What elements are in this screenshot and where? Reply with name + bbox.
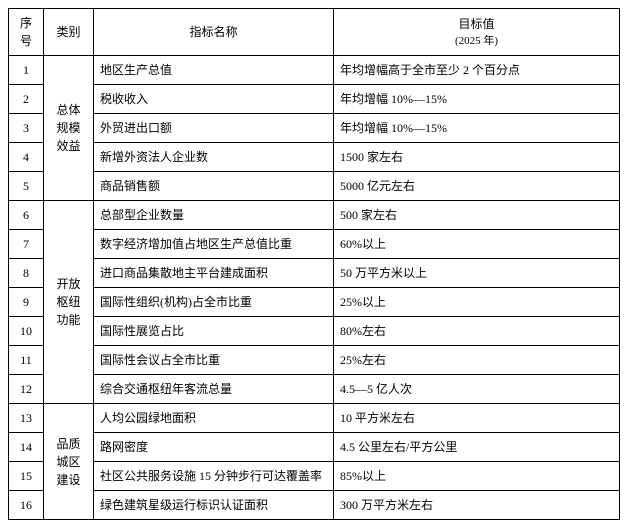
row-num: 6 bbox=[9, 201, 44, 230]
target-value: 300 万平方米左右 bbox=[334, 491, 620, 520]
row-num: 7 bbox=[9, 230, 44, 259]
header-num: 序号 bbox=[9, 9, 44, 56]
targets-table: 序号 类别 指标名称 目标值 (2025 年) 1总体规模效益地区生产总值年均增… bbox=[8, 8, 620, 520]
table-row: 12 综合交通枢纽年客流总量4.5—5 亿人次 bbox=[9, 375, 620, 404]
target-value: 500 家左右 bbox=[334, 201, 620, 230]
row-num: 3 bbox=[9, 114, 44, 143]
category-cell: 总体规模效益 bbox=[44, 56, 94, 201]
indicator-name: 社区公共服务设施 15 分钟步行可达覆盖率 bbox=[94, 462, 334, 491]
indicator-name: 人均公园绿地面积 bbox=[94, 404, 334, 433]
header-indicator: 指标名称 bbox=[94, 9, 334, 56]
target-value: 4.5—5 亿人次 bbox=[334, 375, 620, 404]
target-value: 5000 亿元左右 bbox=[334, 172, 620, 201]
indicator-name: 外贸进出口额 bbox=[94, 114, 334, 143]
indicator-name: 税收收入 bbox=[94, 85, 334, 114]
row-num: 16 bbox=[9, 491, 44, 520]
table-header-row: 序号 类别 指标名称 目标值 (2025 年) bbox=[9, 9, 620, 56]
row-num: 12 bbox=[9, 375, 44, 404]
row-num: 1 bbox=[9, 56, 44, 85]
row-num: 14 bbox=[9, 433, 44, 462]
indicator-name: 国际性展览占比 bbox=[94, 317, 334, 346]
row-num: 15 bbox=[9, 462, 44, 491]
row-num: 10 bbox=[9, 317, 44, 346]
table-row: 5 商品销售额5000 亿元左右 bbox=[9, 172, 620, 201]
target-value: 80%左右 bbox=[334, 317, 620, 346]
target-value: 85%以上 bbox=[334, 462, 620, 491]
table-row: 11 国际性会议占全市比重25%左右 bbox=[9, 346, 620, 375]
row-num: 9 bbox=[9, 288, 44, 317]
indicator-name: 路网密度 bbox=[94, 433, 334, 462]
indicator-name: 综合交通枢纽年客流总量 bbox=[94, 375, 334, 404]
indicator-name: 商品销售额 bbox=[94, 172, 334, 201]
table-row: 15 社区公共服务设施 15 分钟步行可达覆盖率85%以上 bbox=[9, 462, 620, 491]
table-row: 9 国际性组织(机构)占全市比重25%以上 bbox=[9, 288, 620, 317]
target-value: 1500 家左右 bbox=[334, 143, 620, 172]
indicator-name: 进口商品集散地主平台建成面积 bbox=[94, 259, 334, 288]
table-row: 10 国际性展览占比80%左右 bbox=[9, 317, 620, 346]
row-num: 8 bbox=[9, 259, 44, 288]
table-row: 4 新增外资法人企业数1500 家左右 bbox=[9, 143, 620, 172]
target-value: 年均增幅高于全市至少 2 个百分点 bbox=[334, 56, 620, 85]
row-num: 13 bbox=[9, 404, 44, 433]
target-value: 年均增幅 10%—15% bbox=[334, 114, 620, 143]
row-num: 11 bbox=[9, 346, 44, 375]
table-row: 2 税收收入年均增幅 10%—15% bbox=[9, 85, 620, 114]
indicator-name: 数字经济增加值占地区生产总值比重 bbox=[94, 230, 334, 259]
target-value: 10 平方米左右 bbox=[334, 404, 620, 433]
target-value: 25%以上 bbox=[334, 288, 620, 317]
row-num: 2 bbox=[9, 85, 44, 114]
indicator-name: 新增外资法人企业数 bbox=[94, 143, 334, 172]
indicator-name: 国际性会议占全市比重 bbox=[94, 346, 334, 375]
header-target-sub: (2025 年) bbox=[340, 33, 613, 50]
table-row: 1总体规模效益地区生产总值年均增幅高于全市至少 2 个百分点 bbox=[9, 56, 620, 85]
target-value: 50 万平方米以上 bbox=[334, 259, 620, 288]
indicator-name: 绿色建筑星级运行标识认证面积 bbox=[94, 491, 334, 520]
table-row: 8 进口商品集散地主平台建成面积50 万平方米以上 bbox=[9, 259, 620, 288]
target-value: 年均增幅 10%—15% bbox=[334, 85, 620, 114]
target-value: 25%左右 bbox=[334, 346, 620, 375]
table-body: 1总体规模效益地区生产总值年均增幅高于全市至少 2 个百分点2税收收入年均增幅 … bbox=[9, 56, 620, 520]
category-cell: 品质城区建设 bbox=[44, 404, 94, 520]
indicator-name: 国际性组织(机构)占全市比重 bbox=[94, 288, 334, 317]
target-value: 4.5 公里左右/平方公里 bbox=[334, 433, 620, 462]
table-row: 14 路网密度4.5 公里左右/平方公里 bbox=[9, 433, 620, 462]
table-row: 16 绿色建筑星级运行标识认证面积300 万平方米左右 bbox=[9, 491, 620, 520]
table-row: 3 外贸进出口额年均增幅 10%—15% bbox=[9, 114, 620, 143]
header-target: 目标值 (2025 年) bbox=[334, 9, 620, 56]
category-cell: 开放枢纽功能 bbox=[44, 201, 94, 404]
indicator-name: 总部型企业数量 bbox=[94, 201, 334, 230]
table-row: 6开放枢纽功能总部型企业数量500 家左右 bbox=[9, 201, 620, 230]
header-target-main: 目标值 bbox=[340, 15, 613, 33]
row-num: 4 bbox=[9, 143, 44, 172]
row-num: 5 bbox=[9, 172, 44, 201]
header-category: 类别 bbox=[44, 9, 94, 56]
indicator-name: 地区生产总值 bbox=[94, 56, 334, 85]
table-row: 13品质城区建设人均公园绿地面积10 平方米左右 bbox=[9, 404, 620, 433]
table-row: 7 数字经济增加值占地区生产总值比重60%以上 bbox=[9, 230, 620, 259]
target-value: 60%以上 bbox=[334, 230, 620, 259]
